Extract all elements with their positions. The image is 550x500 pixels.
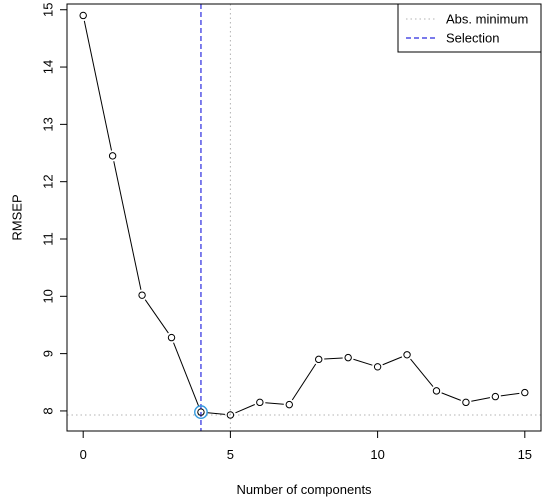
- series-line-segment: [173, 342, 200, 408]
- series-line-segment: [441, 392, 461, 401]
- data-point: [285, 400, 293, 409]
- legend-box: [397, 3, 542, 53]
- y-tick-label: 15: [40, 2, 55, 16]
- x-tick-label: 5: [227, 447, 234, 462]
- data-point: [197, 408, 205, 416]
- y-axis-label: RMSEP: [9, 194, 24, 240]
- series-line-segment: [500, 392, 520, 397]
- series-line-segment: [265, 402, 284, 405]
- x-axis-label: Number of components: [236, 482, 372, 497]
- series-line-segment: [324, 357, 343, 360]
- x-tick-label: 15: [518, 447, 532, 462]
- selection-highlight-marker: [194, 405, 208, 419]
- y-tick-label: 11: [40, 232, 55, 246]
- series-line-segment: [83, 20, 112, 151]
- data-point: [521, 388, 529, 397]
- data-point: [108, 152, 117, 160]
- legend-entry: Selection: [446, 31, 499, 46]
- data-point: [491, 392, 500, 401]
- data-point: [344, 353, 352, 362]
- series-line-segment: [410, 358, 434, 387]
- y-tick-label: 10: [40, 289, 55, 303]
- series-line-segment: [206, 412, 225, 415]
- x-tick-label: 0: [80, 447, 87, 462]
- series-line-segment: [382, 356, 403, 366]
- axes-layer: 0 5 10 15 8 9 10 11 12 13 14 15: [40, 2, 532, 462]
- data-point: [373, 363, 382, 371]
- data-point: [226, 411, 235, 419]
- legend: Abs. minimum Selection: [397, 3, 542, 53]
- x-tick-label: 10: [370, 447, 384, 462]
- y-tick-label: 13: [40, 117, 55, 131]
- reference-lines: [67, 4, 541, 431]
- legend-entry: Abs. minimum: [446, 12, 528, 27]
- y-tick-label: 9: [40, 350, 55, 357]
- data-point: [432, 387, 441, 395]
- data-point: [403, 351, 411, 359]
- series-line-segment: [144, 299, 169, 334]
- series-line-segment: [353, 358, 373, 366]
- data-point: [79, 11, 87, 20]
- data-point: [256, 398, 264, 407]
- series-line-segment: [235, 404, 255, 414]
- series-line-segment: [113, 161, 142, 290]
- series-line-segment: [291, 363, 317, 401]
- y-tick-label: 14: [40, 60, 55, 74]
- y-tick-label: 12: [40, 174, 55, 188]
- data-point: [138, 291, 146, 299]
- plot-frame: [66, 3, 542, 432]
- data-point: [167, 333, 176, 342]
- data-point: [315, 355, 323, 364]
- y-tick-label: 8: [40, 407, 55, 414]
- data-point: [462, 398, 470, 407]
- series-layer: [79, 11, 529, 419]
- series-line-segment: [471, 397, 491, 402]
